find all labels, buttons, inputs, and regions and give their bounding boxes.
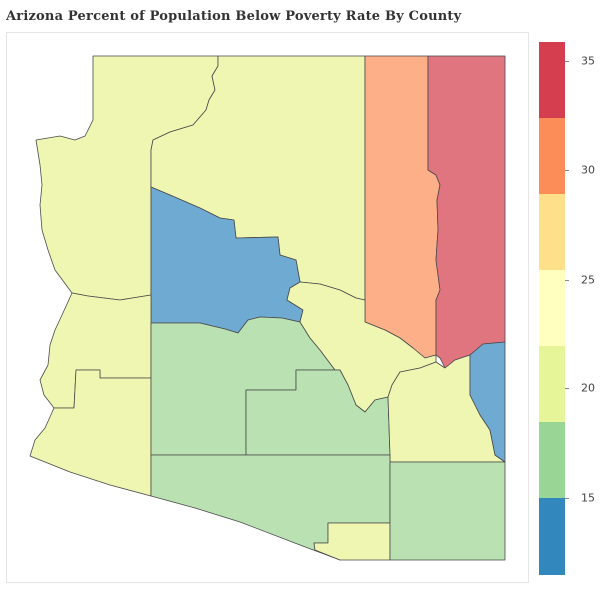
legend-tick-mark (565, 388, 569, 389)
color-scale-legend (539, 42, 565, 575)
legend-swatch (539, 422, 565, 499)
legend-tick-mark (565, 61, 569, 62)
county-cochise[interactable] (389, 461, 506, 561)
legend-tick-label: 30 (581, 163, 595, 177)
map-frame (6, 32, 529, 583)
legend-tick-label: 25 (581, 273, 595, 287)
page-title: Arizona Percent of Population Below Pove… (6, 9, 462, 24)
legend-swatch (539, 346, 565, 423)
legend-swatch (539, 118, 565, 195)
county-apache[interactable] (427, 55, 506, 369)
legend-swatch (539, 42, 565, 119)
legend-tick-mark (565, 170, 569, 171)
legend-swatch (539, 270, 565, 347)
legend-tick-mark (565, 280, 569, 281)
legend-tick-mark (565, 498, 569, 499)
legend-swatch (539, 498, 565, 575)
legend-swatch (539, 194, 565, 271)
legend-tick-label: 20 (581, 381, 595, 395)
legend-tick-label: 15 (581, 491, 595, 505)
legend-tick-label: 35 (581, 54, 595, 68)
county-greenlee[interactable] (469, 341, 506, 463)
